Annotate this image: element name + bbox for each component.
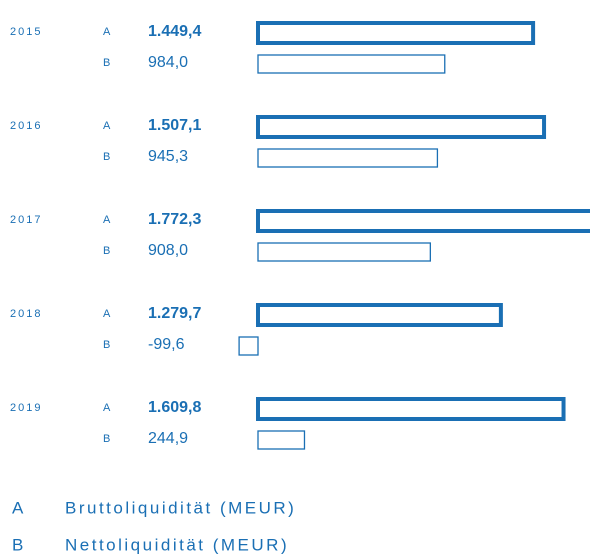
bar — [256, 397, 566, 421]
year-label: 2016 — [10, 120, 42, 132]
value-label: 1.449,4 — [148, 23, 201, 40]
bar — [257, 430, 306, 450]
series-key: B — [103, 57, 110, 69]
series-key: A — [103, 120, 111, 132]
year-label: 2019 — [10, 402, 42, 414]
series-key: B — [103, 151, 110, 163]
year-label: 2017 — [10, 214, 42, 226]
year-label: 2015 — [10, 26, 42, 38]
series-key: A — [103, 402, 111, 414]
value-label: 945,3 — [148, 148, 188, 165]
legend-name: Bruttoliquidität (MEUR) — [65, 498, 296, 517]
value-label: 1.609,8 — [148, 399, 201, 416]
series-key: B — [103, 433, 110, 445]
legend-key: A — [12, 498, 24, 517]
bar — [257, 54, 446, 74]
series-key: A — [103, 214, 111, 226]
bar — [257, 148, 439, 168]
value-label: 984,0 — [148, 54, 188, 71]
value-label: 1.772,3 — [148, 211, 201, 228]
value-label: -99,6 — [148, 336, 185, 353]
value-label: 1.279,7 — [148, 305, 201, 322]
bar — [256, 115, 547, 139]
bar — [256, 209, 590, 233]
series-key: A — [103, 308, 111, 320]
value-label: 244,9 — [148, 430, 188, 447]
series-key: B — [103, 245, 110, 257]
bar — [256, 303, 503, 327]
series-key: A — [103, 26, 111, 38]
bar — [257, 242, 431, 262]
series-key: B — [103, 339, 110, 351]
bar — [256, 21, 536, 45]
year-label: 2018 — [10, 308, 42, 320]
value-label: 1.507,1 — [148, 117, 201, 134]
legend-key: B — [12, 535, 23, 554]
value-label: 908,0 — [148, 242, 188, 259]
legend-name: Nettoliquidität (MEUR) — [65, 535, 289, 554]
bar — [238, 336, 259, 356]
